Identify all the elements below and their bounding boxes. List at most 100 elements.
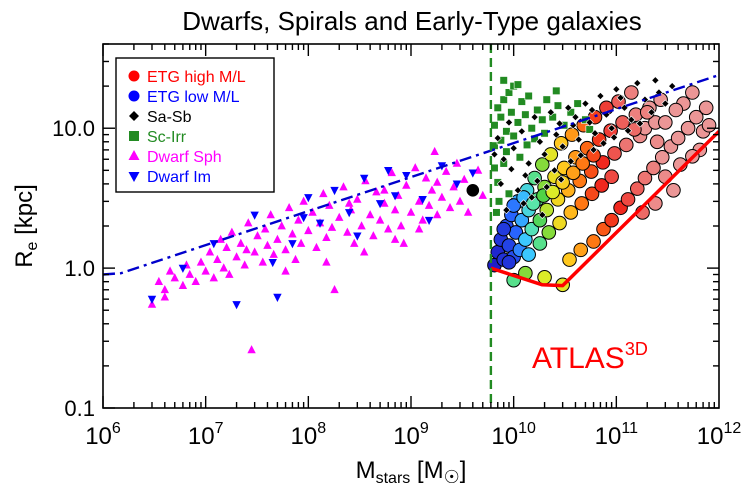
data-point xyxy=(654,149,670,165)
x-tick-label: 106 xyxy=(85,420,121,450)
data-point xyxy=(517,127,526,136)
series-dwarf-sph xyxy=(147,146,487,354)
data-point xyxy=(232,301,241,310)
legend-item-sa-sb: Sa-Sb xyxy=(129,109,192,126)
data-point xyxy=(449,182,458,191)
data-point xyxy=(624,126,633,135)
data-point xyxy=(253,231,262,240)
data-point xyxy=(493,103,502,112)
data-point xyxy=(424,200,434,209)
data-point xyxy=(589,145,598,154)
data-point xyxy=(402,180,411,189)
data-point xyxy=(380,185,389,194)
data-point xyxy=(160,284,170,294)
data-point xyxy=(688,109,704,125)
data-point xyxy=(666,182,681,198)
data-point xyxy=(325,200,334,209)
data-point xyxy=(296,238,306,247)
data-point xyxy=(294,215,303,224)
legend-item-sc-irr: Sc-Irr xyxy=(129,129,187,146)
data-point xyxy=(502,127,511,136)
legend-item-dwarf-im: Dwarf Im xyxy=(128,169,211,186)
data-point xyxy=(319,188,328,198)
data-point xyxy=(291,254,300,263)
data-point xyxy=(574,135,583,144)
data-point xyxy=(288,240,297,249)
data-point xyxy=(465,182,481,198)
data-point xyxy=(343,227,352,236)
data-point xyxy=(668,102,684,118)
data-point xyxy=(304,194,313,203)
data-point xyxy=(496,221,512,237)
data-point xyxy=(493,134,502,143)
data-point xyxy=(513,186,522,195)
legend-marker xyxy=(129,131,139,141)
data-point xyxy=(701,117,717,133)
data-point xyxy=(359,174,369,183)
data-point xyxy=(618,137,634,153)
data-point xyxy=(668,82,677,91)
data-point xyxy=(698,100,714,116)
data-point xyxy=(160,292,170,301)
data-point xyxy=(209,273,218,282)
data-point xyxy=(533,105,542,115)
data-point xyxy=(542,182,551,192)
data-point xyxy=(247,345,256,354)
data-point xyxy=(308,207,317,216)
data-point xyxy=(519,199,528,208)
data-point xyxy=(573,242,589,258)
data-point xyxy=(507,165,516,174)
data-point xyxy=(191,276,200,286)
legend-item-etg-high-m-l: ETG high M/L xyxy=(128,69,246,86)
data-point xyxy=(312,242,321,252)
legend-label: Sc-Irr xyxy=(147,129,187,146)
data-point xyxy=(521,171,530,180)
data-point xyxy=(263,240,272,249)
data-point xyxy=(288,229,297,238)
data-point xyxy=(411,163,420,172)
data-point xyxy=(612,85,621,94)
data-point xyxy=(375,215,385,224)
legend-box xyxy=(115,57,275,193)
data-point xyxy=(494,197,504,206)
data-point xyxy=(502,206,511,215)
data-point xyxy=(522,140,532,149)
data-point xyxy=(534,157,550,172)
data-point xyxy=(427,185,437,194)
data-point xyxy=(390,234,400,243)
data-point xyxy=(532,236,548,251)
data-point xyxy=(574,196,590,211)
data-point xyxy=(573,99,582,108)
x-tick-label: 108 xyxy=(291,420,327,450)
legend-marker xyxy=(129,111,139,121)
data-point xyxy=(387,168,396,177)
data-point xyxy=(281,245,290,254)
x-tick-label: 109 xyxy=(393,420,429,450)
data-point xyxy=(240,260,249,269)
data-point xyxy=(509,131,518,141)
data-point xyxy=(586,234,601,249)
legend-marker xyxy=(128,172,140,182)
legend-marker xyxy=(128,150,140,160)
data-point xyxy=(680,120,696,136)
data-point xyxy=(518,232,533,247)
data-point xyxy=(384,224,393,233)
data-point xyxy=(322,257,331,266)
data-point xyxy=(533,176,542,185)
series-etg-low-m-l xyxy=(487,85,668,273)
data-point xyxy=(421,173,431,182)
data-point xyxy=(399,238,408,247)
data-point xyxy=(553,101,563,110)
data-point xyxy=(196,257,206,266)
data-point xyxy=(304,225,313,235)
data-point xyxy=(552,130,561,139)
data-point xyxy=(546,108,555,117)
data-point xyxy=(273,234,282,243)
data-point xyxy=(521,247,536,262)
data-point xyxy=(513,80,523,89)
data-point xyxy=(433,177,442,186)
data-point xyxy=(648,196,663,211)
data-point xyxy=(594,178,609,193)
data-point xyxy=(365,210,375,219)
data-point xyxy=(507,108,516,117)
